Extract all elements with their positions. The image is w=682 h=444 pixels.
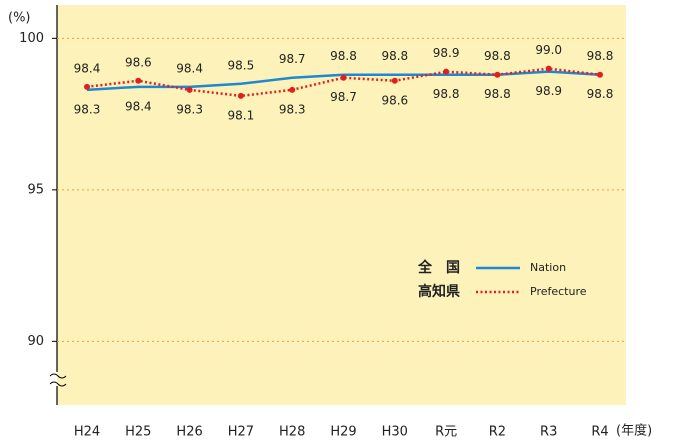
y-unit: (%) [8,11,31,26]
x-unit: (年度) [616,423,652,439]
data-label: 98.8 [587,87,614,101]
point [494,71,501,78]
data-label: 98.9 [535,84,562,98]
x-tick-label: H24 [74,425,100,440]
axis-break [49,373,67,387]
point [186,86,193,93]
data-label: 98.7 [330,90,357,104]
point [84,83,90,90]
data-label: 98.8 [330,49,357,63]
data-label: 98.3 [279,102,306,116]
y-tick-label: 90 [27,334,44,349]
point [443,68,450,75]
data-label: 98.9 [433,46,460,60]
legend-label: 高知県 [418,283,460,300]
x-tick-label: H30 [382,425,408,440]
data-label: 98.3 [74,102,101,116]
data-label: 98.8 [484,87,511,101]
data-label: 98.4 [74,61,101,75]
point [545,65,552,72]
data-label: 98.7 [279,52,306,66]
x-tick-label: H28 [279,425,305,440]
point [237,92,244,99]
x-tick-label: H29 [330,425,356,440]
data-label: 98.5 [228,58,255,72]
x-tick-label: R4 [591,425,608,440]
x-tick-label: R元 [435,425,457,440]
data-label: 98.8 [587,49,614,63]
data-label: 99.0 [535,43,562,57]
data-label: 98.1 [228,108,255,122]
x-tick-label: R2 [489,425,506,440]
x-tick-label: H25 [125,425,151,440]
point [340,74,347,81]
point [597,71,603,78]
data-label: 98.4 [176,61,203,75]
data-label: 98.8 [433,87,460,101]
y-tick-label: 100 [19,31,44,46]
y-tick-label: 95 [27,182,44,197]
data-label: 98.4 [125,99,152,113]
data-label: 98.6 [125,55,152,69]
point [289,86,296,93]
legend-label-en: Nation [530,261,566,274]
data-label: 98.8 [381,49,408,63]
point [135,77,142,84]
series-line [86,67,601,98]
point [391,77,398,84]
legend-label: 全 国 [417,259,460,276]
data-label: 98.8 [484,49,511,63]
data-label: 98.3 [176,102,203,116]
x-tick-label: H27 [228,425,254,440]
x-tick-label: H26 [176,425,202,440]
x-tick-label: R3 [540,425,557,440]
legend-label-en: Prefecture [530,285,587,298]
data-label: 98.6 [381,93,408,107]
